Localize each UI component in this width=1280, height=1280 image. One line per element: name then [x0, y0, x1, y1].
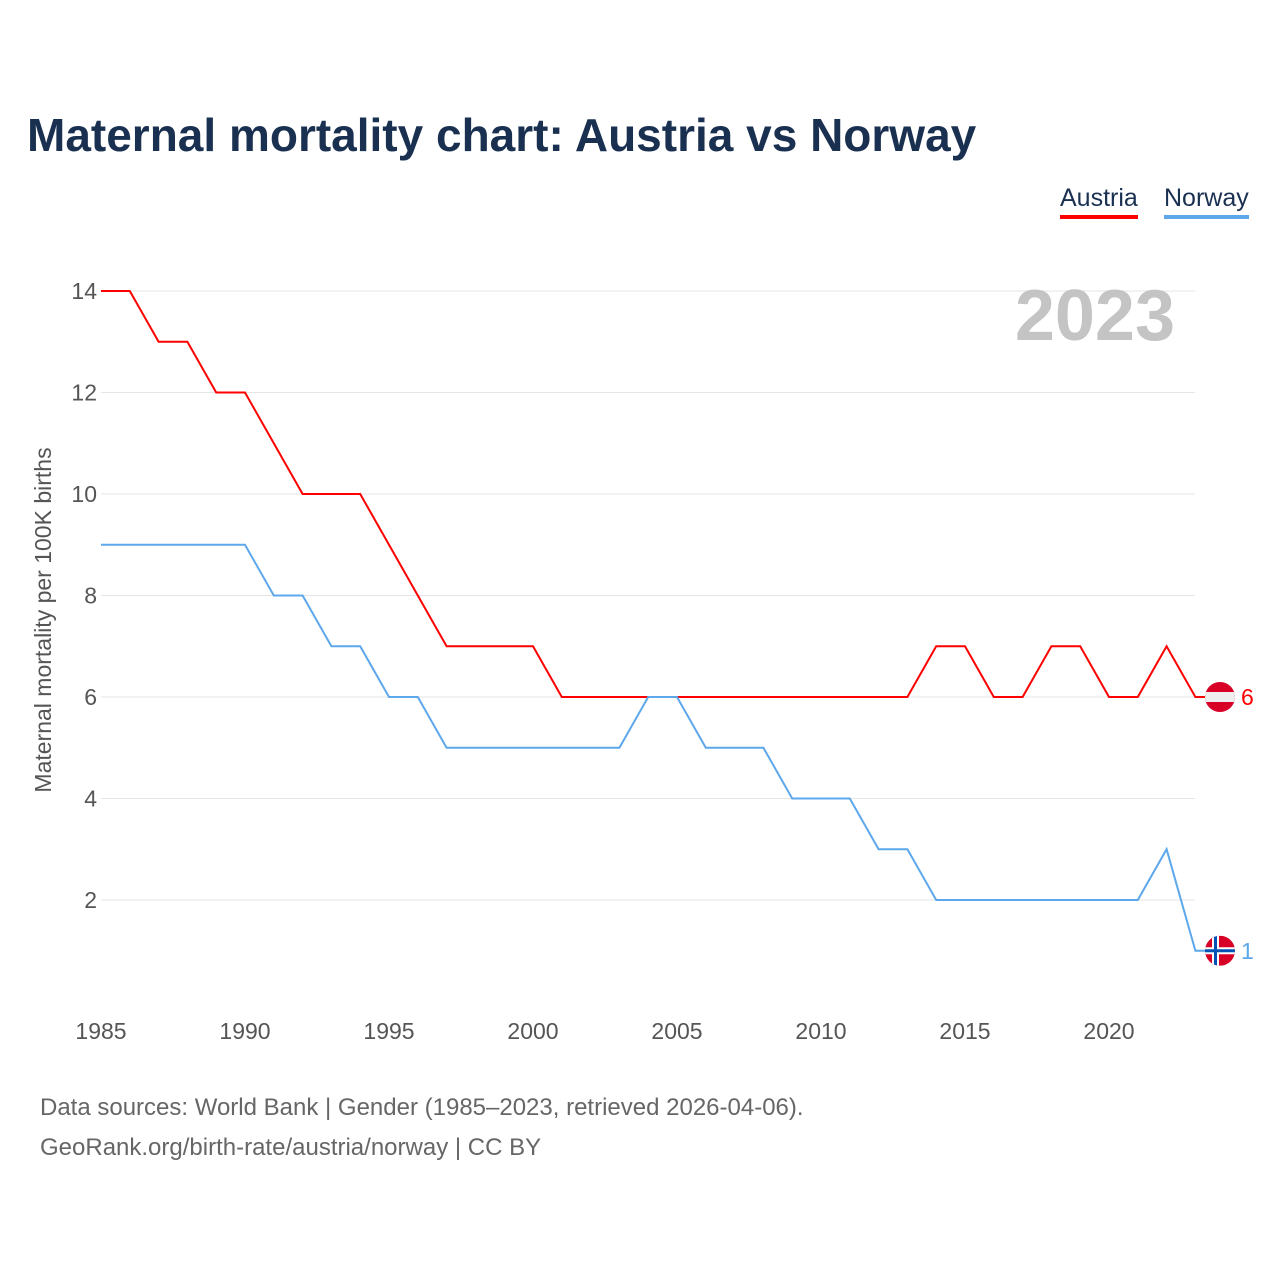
y-tick-label: 12 — [71, 380, 97, 406]
x-tick-label: 1995 — [363, 1018, 414, 1044]
legend-norway[interactable]: Norway — [1164, 184, 1249, 219]
x-tick-label: 2005 — [651, 1018, 702, 1044]
y-axis-label: Maternal mortality per 100K births — [30, 447, 56, 792]
flag-icon-norway — [1205, 935, 1235, 966]
end-value-label-austria: 6 — [1241, 684, 1254, 710]
x-tick-label: 2020 — [1083, 1018, 1134, 1044]
y-tick-label: 14 — [71, 278, 97, 304]
x-tick-label: 1985 — [75, 1018, 126, 1044]
source-note: Data sources: World Bank | Gender (1985–… — [40, 1088, 804, 1168]
y-tick-label: 10 — [71, 481, 97, 507]
y-tick-label: 6 — [84, 684, 97, 710]
source-line-1: Data sources: World Bank | Gender (1985–… — [40, 1094, 804, 1121]
x-tick-label: 2015 — [939, 1018, 990, 1044]
source-line-2[interactable]: GeoRank.org/birth-rate/austria/norway | … — [40, 1134, 542, 1161]
y-tick-label: 8 — [84, 583, 97, 609]
page-title: Maternal mortality chart: Austria vs Nor… — [27, 109, 977, 161]
series-line-norway — [101, 543, 1208, 952]
end-value-label-norway: 1 — [1241, 938, 1254, 964]
x-tick-label: 2000 — [507, 1018, 558, 1044]
flag-icon-austria — [1205, 682, 1235, 712]
y-tick-label: 4 — [84, 786, 97, 812]
year-watermark: 2023 — [1015, 276, 1175, 356]
x-tick-label: 1990 — [219, 1018, 270, 1044]
legend-austria[interactable]: Austria — [1060, 184, 1138, 219]
y-tick-label: 2 — [84, 887, 97, 913]
x-tick-label: 2010 — [795, 1018, 846, 1044]
